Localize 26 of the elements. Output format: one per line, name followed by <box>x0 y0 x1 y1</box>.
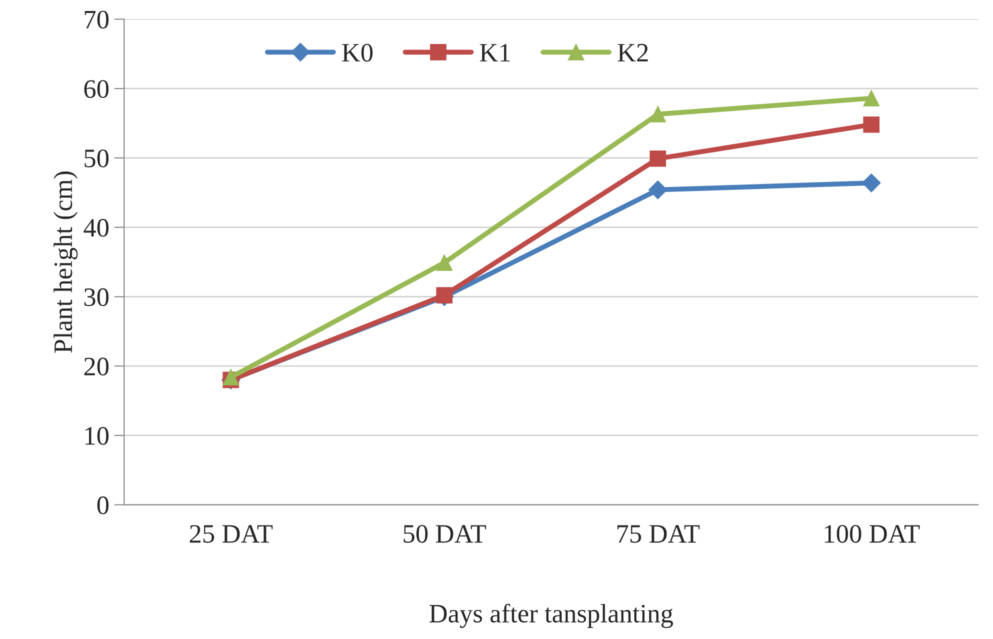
point <box>436 287 453 304</box>
y-tick-label: 40 <box>84 218 109 237</box>
y-tick-label: 60 <box>84 80 109 98</box>
x-tick-label: 50 DAT <box>404 525 486 543</box>
x-tick-label: 75 DAT <box>617 525 700 543</box>
point <box>650 106 666 122</box>
legend-label: K2 <box>618 44 648 62</box>
y-axis-title: Plant height (cm) <box>54 172 78 353</box>
y-tick-label: 70 <box>84 10 109 29</box>
legend-label: K0 <box>342 44 373 62</box>
point <box>863 90 880 106</box>
y-tick-label: 0 <box>97 496 109 514</box>
x-tick-label: 25 DAT <box>190 525 273 543</box>
point <box>862 174 881 192</box>
x-axis-title: Days after tansplanting <box>429 604 673 628</box>
x-tick-label: 100 DAT <box>824 525 920 543</box>
point <box>222 368 240 386</box>
y-tick-label: 10 <box>85 427 109 445</box>
legend-label: K1 <box>480 44 510 62</box>
point <box>648 180 668 200</box>
point <box>436 254 453 271</box>
y-tick-label: 50 <box>84 150 109 168</box>
y-tick-label: 30 <box>84 288 109 306</box>
point <box>650 150 666 167</box>
point <box>863 116 880 133</box>
y-tick-label: 20 <box>84 358 109 376</box>
